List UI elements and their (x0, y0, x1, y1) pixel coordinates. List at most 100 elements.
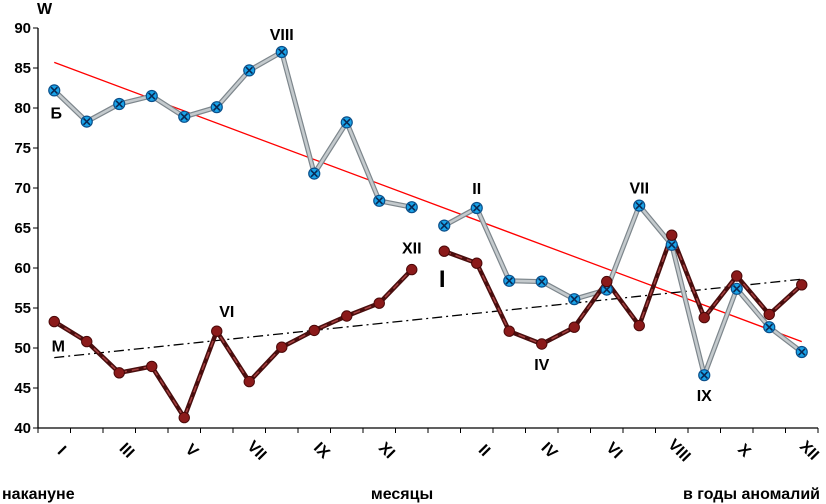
series-b-point-cross (537, 277, 546, 286)
series-m-line (53, 269, 413, 419)
series-b-line (443, 204, 803, 377)
annotation-label: I (439, 266, 446, 293)
series-b-point (405, 201, 418, 214)
series-b-point-cross (635, 201, 644, 210)
series-b-point-cross (375, 197, 384, 205)
y-tick-label: 60 (14, 260, 31, 277)
series-b-point-cross (570, 295, 579, 303)
series-b-point-cross (407, 203, 416, 211)
series-b-point-cross (212, 103, 221, 111)
y-tick-label: 90 (14, 20, 31, 37)
series-b-point (535, 275, 548, 288)
series-m-point (796, 279, 808, 291)
annotation-label: II (472, 181, 481, 198)
series-m-point (731, 270, 743, 282)
series-m-point (601, 275, 613, 288)
series-m-point (243, 375, 255, 388)
x-tick-label: IV (538, 439, 561, 462)
bottom-label-left: накануне (2, 486, 75, 503)
series-b-point-cross (440, 221, 449, 230)
trendline-m (54, 278, 802, 359)
series-m-point (341, 310, 353, 322)
series-m-point (536, 338, 548, 350)
series-b-point (308, 167, 321, 180)
series-m-point (698, 311, 710, 324)
series-markers (48, 45, 808, 424)
annotation-label: XII (402, 241, 422, 258)
annotation-label: VI (219, 304, 234, 321)
x-tick-label: I (54, 443, 69, 458)
series-b-point-cross (700, 371, 709, 379)
series-m-point (178, 411, 190, 424)
series-m-point (211, 325, 223, 337)
series-b-point (113, 97, 126, 111)
series-m-point (276, 341, 288, 353)
series-b-point (243, 64, 256, 77)
series-m-point (438, 245, 450, 257)
trendline-b (54, 61, 802, 343)
series-b-point (438, 219, 451, 232)
series-b-point (178, 110, 191, 123)
annotation-label: VII (629, 181, 649, 198)
series-b-point-cross (667, 241, 676, 249)
y-tick-label: 85 (14, 60, 31, 77)
series-b-point-cross (342, 118, 351, 127)
y-tick-label: 65 (14, 220, 31, 237)
series-b-point (340, 116, 353, 129)
series-b-point (763, 321, 776, 334)
series-m-point (633, 319, 645, 332)
series-b-point (145, 89, 158, 103)
y-tick-label: 55 (14, 300, 31, 317)
series-b-line (53, 50, 413, 209)
annotation-label: IV (534, 357, 549, 374)
series-m-point (503, 325, 515, 337)
series-b-point (698, 369, 711, 382)
series-m-point (113, 367, 125, 379)
series-m-point (373, 297, 385, 309)
bottom-label-center: месяцы (371, 486, 433, 503)
series-label-m: М (52, 339, 65, 356)
series-b-point-cross (602, 285, 611, 294)
x-tick-label: III (116, 440, 137, 461)
trendlines (54, 61, 802, 359)
series-m-line (443, 234, 803, 345)
series-b-point-cross (82, 117, 91, 126)
y-tick-label: 80 (14, 100, 31, 117)
series-m-point (406, 263, 418, 276)
series-b-point (48, 84, 61, 97)
y-tick-label: 50 (14, 340, 31, 357)
x-tick-label: VIII (664, 436, 693, 465)
x-tick-label: V (182, 441, 202, 461)
y-tick-label: 70 (14, 180, 31, 197)
series-m-line-shadow (53, 268, 414, 420)
series-b-point-cross (310, 169, 319, 178)
series-m-point (146, 360, 158, 373)
series-label-b: Б (51, 105, 63, 122)
series-b-point (795, 345, 808, 359)
x-tick-label: X (734, 441, 754, 461)
x-tick-label: IX (310, 439, 333, 462)
series-b-point (373, 194, 386, 207)
series-b-point (470, 201, 483, 215)
series-b-point-cross (765, 323, 774, 331)
series-b-point (210, 101, 223, 114)
series-b-point (730, 282, 743, 295)
series-b-point-cross (147, 92, 156, 100)
series-b-point (80, 115, 93, 128)
series-b-point-cross (505, 277, 514, 285)
series-m-point (48, 315, 60, 328)
series-b-point-cross (180, 113, 189, 121)
x-tick-label: VII (244, 438, 270, 464)
series-m-point (81, 335, 93, 348)
y-tick-label: 40 (14, 420, 31, 437)
series-b-point (665, 238, 678, 251)
bottom-label-right: в годы аномалий (683, 486, 820, 503)
series-b-point-cross (115, 100, 124, 108)
series-lines (52, 49, 804, 420)
series-b-point (275, 45, 288, 59)
annotation-label: IX (697, 388, 712, 405)
series-b-point-cross (277, 48, 286, 56)
series-m-point (471, 257, 483, 269)
